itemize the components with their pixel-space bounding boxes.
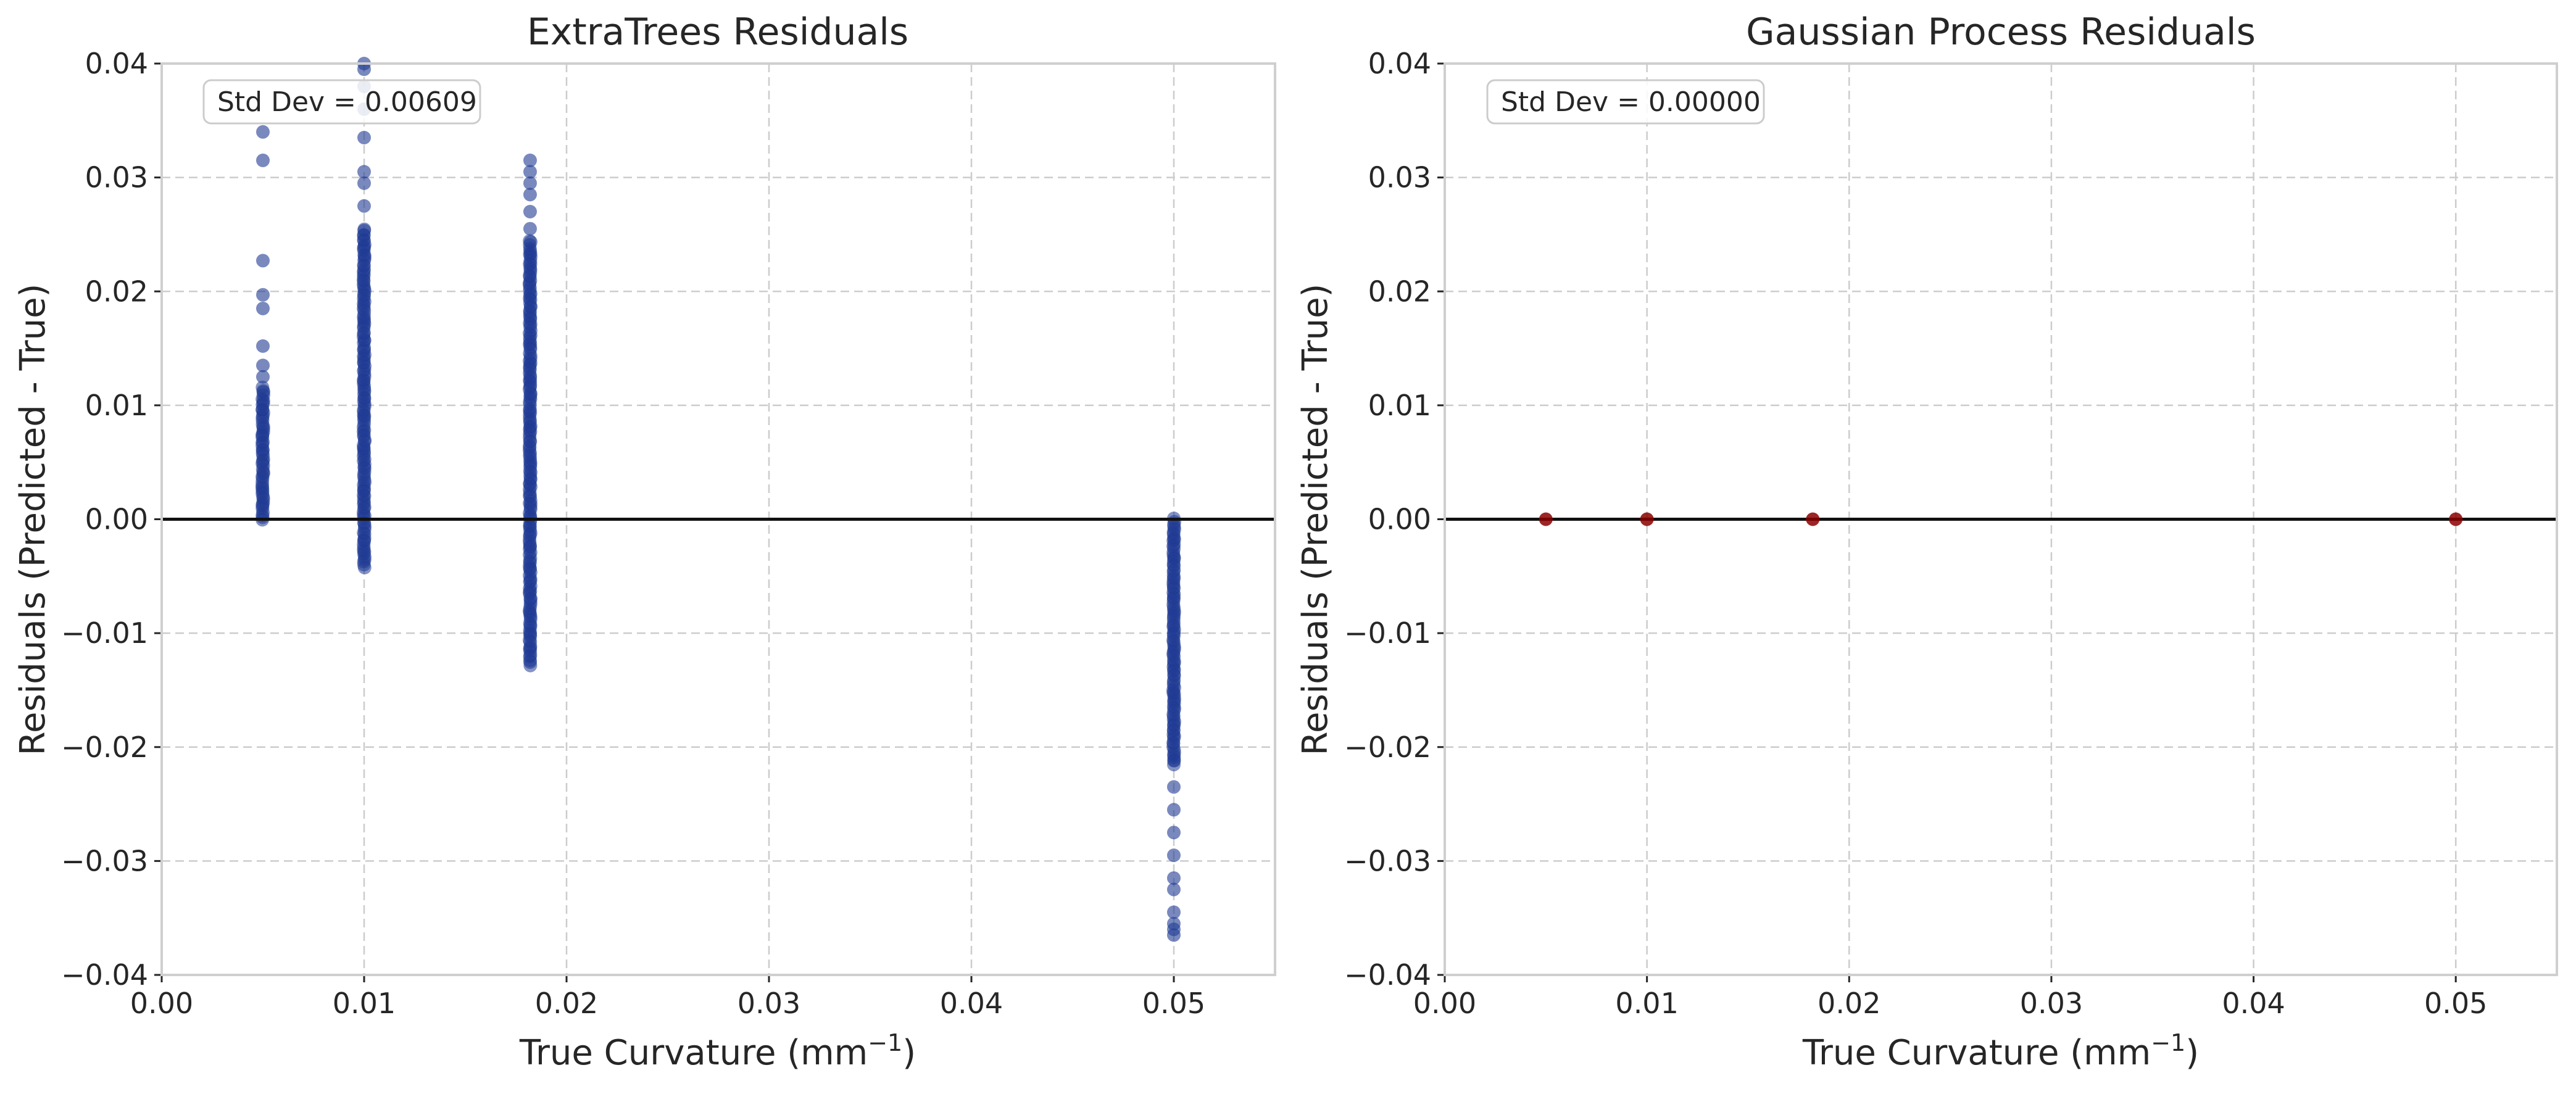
extratrees-point <box>256 380 270 394</box>
gaussian-point <box>1640 512 1654 526</box>
extratrees-outlier-point <box>523 205 537 219</box>
gaussian-std-box <box>1486 79 1765 125</box>
extratrees-ytick-label: −0.03 <box>61 844 148 877</box>
gaussian-ytick-label: −0.02 <box>1344 731 1431 764</box>
gaussian-ytick-label: 0.01 <box>1368 389 1431 422</box>
extratrees-outlier-point <box>1167 848 1181 863</box>
extratrees-points <box>256 57 1181 942</box>
extratrees-outlier-point <box>1167 882 1181 897</box>
extratrees-outlier-point <box>256 301 270 315</box>
gaussian-xtick-label: 0.01 <box>1615 987 1678 1020</box>
extratrees-xtick-label: 0.00 <box>130 987 193 1020</box>
extratrees-title: ExtraTrees Residuals <box>527 10 908 54</box>
extratrees-outlier-point <box>357 199 371 213</box>
extratrees-outlier-point <box>1167 780 1181 794</box>
extratrees-outlier-point <box>1167 905 1181 919</box>
extratrees-outlier-point <box>523 176 537 190</box>
extratrees-point <box>523 234 537 248</box>
extratrees-outlier-point <box>357 176 371 190</box>
extratrees-outlier-point <box>523 188 537 202</box>
extratrees-xtick-label: 0.03 <box>737 987 800 1020</box>
extratrees-outlier-point <box>1167 928 1181 942</box>
gaussian-point <box>1806 512 1820 526</box>
extratrees-ytick-label: 0.01 <box>85 389 148 422</box>
extratrees-outlier-point <box>256 358 270 373</box>
extratrees-ytick-label: 0.04 <box>85 47 148 80</box>
extratrees-outlier-point <box>1167 826 1181 840</box>
gaussian-point <box>2449 512 2463 526</box>
extratrees-ytick-label: 0.00 <box>85 503 148 536</box>
gaussian-xtick-label: 0.04 <box>2222 987 2285 1020</box>
gaussian-panel: Gaussian Process Residuals True Curvatur… <box>1295 10 2558 1073</box>
gaussian-point <box>1539 512 1553 526</box>
gaussian-xlabel: True Curvature (mm−1) <box>1802 1029 2199 1073</box>
extratrees-ylabel: Residuals (Predicted - True) <box>13 284 53 756</box>
extratrees-outlier-point <box>256 288 270 302</box>
extratrees-axes-frame <box>160 62 1276 976</box>
gaussian-ytick-label: 0.04 <box>1368 47 1431 80</box>
extratrees-xtick-label: 0.05 <box>1142 987 1205 1020</box>
extratrees-outlier-point <box>256 153 270 167</box>
extratrees-xlabel: True Curvature (mm−1) <box>519 1029 916 1073</box>
extratrees-outlier-point <box>523 153 537 167</box>
extratrees-outlier-point <box>357 131 371 145</box>
extratrees-ytick-label: −0.01 <box>61 616 148 650</box>
gaussian-ytick-label: 0.03 <box>1368 161 1431 194</box>
gaussian-ytick-label: −0.04 <box>1344 958 1431 992</box>
gaussian-points <box>1539 512 2463 526</box>
extratrees-xtick-label: 0.01 <box>333 987 396 1020</box>
extratrees-std-annotation: Std Dev = 0.00609 <box>202 79 481 125</box>
extratrees-point <box>357 222 372 236</box>
extratrees-xtick-label: 0.02 <box>535 987 598 1020</box>
extratrees-ticks: 0.00 0.01 0.02 0.03 0.04 0.05 −0.04 −0.03 −0.02 −… <box>61 47 1205 1020</box>
extratrees-xtick-label: 0.04 <box>940 987 1003 1020</box>
extratrees-outlier-point <box>256 370 270 384</box>
gaussian-ticks: 0.00 0.01 0.02 0.03 0.04 0.05 −0.04 −0.03 −0.02 −… <box>1344 47 2487 1020</box>
extratrees-outlier-point <box>256 339 270 353</box>
extratrees-outlier-point <box>1167 871 1181 885</box>
gaussian-std-text: Std Dev = 0.00000 <box>1501 86 1761 118</box>
gaussian-xtick-label: 0.03 <box>2020 987 2083 1020</box>
extratrees-ytick-label: 0.03 <box>85 161 148 194</box>
gaussian-title: Gaussian Process Residuals <box>1746 10 2256 54</box>
gaussian-axes-frame <box>1444 62 2558 976</box>
extratrees-outlier-point <box>256 125 270 139</box>
extratrees-ytick-label: −0.04 <box>61 958 148 992</box>
extratrees-std-box <box>202 79 481 125</box>
gaussian-ytick-label: 0.00 <box>1368 503 1431 536</box>
gaussian-std-annotation: Std Dev = 0.00000 <box>1486 79 1765 125</box>
extratrees-outlier-point <box>523 165 537 179</box>
gaussian-xtick-label: 0.00 <box>1413 987 1476 1020</box>
gaussian-xtick-label: 0.02 <box>1818 987 1880 1020</box>
extratrees-panel: ExtraTrees Residuals True Curvature (mm−… <box>13 10 1276 1073</box>
extratrees-outlier-point <box>1167 803 1181 817</box>
gaussian-xtick-label: 0.05 <box>2424 987 2487 1020</box>
extratrees-ytick-label: 0.02 <box>85 275 148 308</box>
gaussian-ylabel: Residuals (Predicted - True) <box>1295 284 1336 756</box>
gaussian-ytick-label: 0.02 <box>1368 275 1431 308</box>
extratrees-outlier-point <box>256 254 270 268</box>
extratrees-ytick-label: −0.02 <box>61 731 148 764</box>
gaussian-ytick-label: −0.03 <box>1344 844 1431 877</box>
extratrees-outlier-point <box>523 222 537 236</box>
gaussian-ytick-label: −0.01 <box>1344 616 1431 650</box>
extratrees-outlier-point <box>357 165 371 179</box>
extratrees-std-text: Std Dev = 0.00609 <box>217 86 477 118</box>
